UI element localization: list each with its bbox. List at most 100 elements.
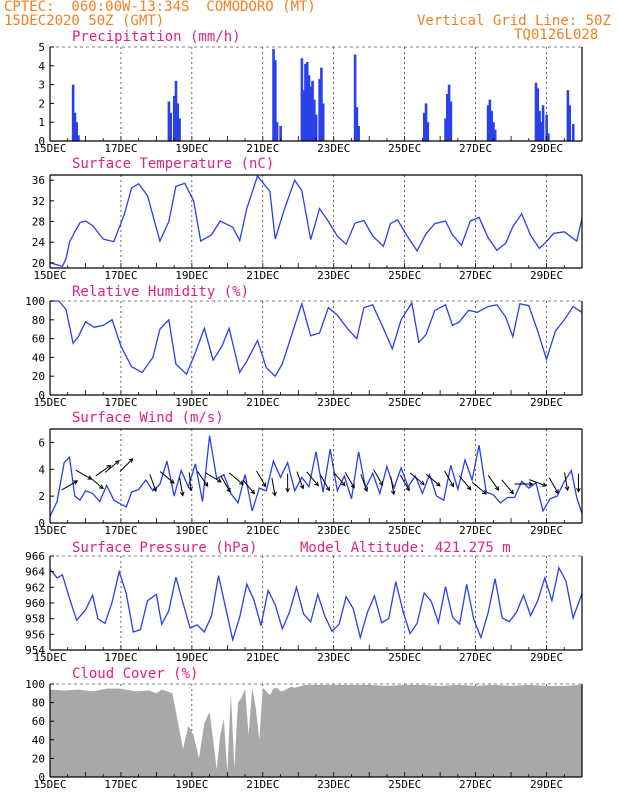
wind-arrow bbox=[487, 475, 499, 491]
xtick-label-rh: 15DEC bbox=[33, 396, 66, 409]
wind-arrow-head bbox=[73, 480, 79, 485]
ytick-label-temp: 24 bbox=[32, 236, 46, 249]
xtick-label-cloud: 29DEC bbox=[530, 778, 563, 791]
precip-bar bbox=[314, 114, 318, 141]
header-title: CPTEC: 060:00W-13:34S COMODORO (MT) bbox=[4, 0, 316, 15]
panel-title-wind: Surface Wind (m/s) bbox=[72, 410, 224, 426]
ytick-label-precip: 4 bbox=[38, 60, 45, 73]
wind-arrow-head bbox=[576, 487, 581, 493]
precip-bar bbox=[486, 105, 490, 141]
xtick-label-temp: 21DEC bbox=[246, 269, 279, 282]
wind-arrow bbox=[548, 477, 559, 494]
precip-bar bbox=[538, 110, 541, 141]
wind-arrow-head bbox=[528, 481, 534, 487]
xtick-label-precip: 21DEC bbox=[246, 142, 279, 155]
wind-arrow bbox=[296, 471, 304, 489]
precip-bar bbox=[176, 103, 180, 141]
wind-arrow-head bbox=[285, 487, 290, 493]
ytick-label-rh: 40 bbox=[32, 351, 45, 364]
xtick-label-wind: 21DEC bbox=[246, 524, 279, 537]
wind-arrow-head bbox=[272, 491, 277, 497]
precip-bar bbox=[424, 103, 428, 141]
wind-arrow bbox=[95, 465, 111, 477]
precip-bar bbox=[174, 80, 178, 141]
xtick-label-wind: 19DEC bbox=[175, 524, 208, 537]
ytick-label-cloud: 0 bbox=[38, 771, 45, 784]
xtick-label-rh: 27DEC bbox=[459, 396, 492, 409]
precip-bar bbox=[492, 122, 495, 141]
ytick-label-wind: 2 bbox=[38, 490, 45, 503]
wind-arrow-head bbox=[554, 489, 559, 495]
ytick-label-temp: 32 bbox=[32, 195, 45, 208]
wind-arrow bbox=[373, 469, 383, 486]
xtick-label-wind: 23DEC bbox=[317, 524, 350, 537]
wind-arrow bbox=[228, 472, 244, 485]
precip-bar bbox=[311, 80, 314, 141]
wind-arrow bbox=[149, 474, 157, 492]
xtick-label-rh: 23DEC bbox=[317, 396, 350, 409]
precip-bar bbox=[571, 124, 575, 141]
xtick-label-cloud: 27DEC bbox=[459, 778, 492, 791]
precip-bar bbox=[490, 110, 493, 141]
precip-bar bbox=[309, 86, 313, 141]
precip-bar bbox=[77, 135, 80, 141]
ytick-label-wind: 6 bbox=[38, 436, 45, 449]
wind-arrow-head bbox=[405, 486, 410, 492]
xtick-label-wind: 27DEC bbox=[459, 524, 492, 537]
ytick-label-cloud: 40 bbox=[32, 734, 45, 747]
precip-bar bbox=[426, 122, 430, 141]
panel-title-precip: Precipitation (mm/h) bbox=[72, 29, 241, 45]
precip-bar bbox=[305, 62, 309, 141]
ytick-label-cloud: 100 bbox=[25, 678, 45, 691]
ytick-label-precip: 3 bbox=[38, 79, 45, 92]
precip-bar bbox=[304, 63, 307, 141]
xtick-label-wind: 29DEC bbox=[530, 524, 563, 537]
precip-bar bbox=[313, 99, 316, 141]
pres-series-line bbox=[49, 565, 583, 643]
wind-arrow-head bbox=[340, 481, 346, 487]
precip-bar bbox=[493, 129, 497, 141]
wind-arrow-head bbox=[449, 482, 455, 488]
precip-bar bbox=[71, 84, 75, 141]
ytick-label-pres: 954 bbox=[25, 644, 45, 657]
precip-bar bbox=[446, 94, 449, 141]
precip-bar bbox=[534, 82, 538, 141]
wind-arrow-head bbox=[250, 489, 256, 495]
wind-arrow bbox=[529, 479, 547, 487]
wind-arrow-head bbox=[106, 464, 112, 470]
wind-arrow-head bbox=[261, 482, 267, 488]
header-date: 15DEC2020 50Z (GMT) bbox=[4, 13, 165, 29]
precip-bar bbox=[300, 58, 304, 141]
xtick-label-wind: 15DEC bbox=[33, 524, 66, 537]
wind-arrow bbox=[61, 480, 78, 491]
wind-arrow-head bbox=[466, 485, 472, 491]
wind-arrow bbox=[332, 471, 346, 486]
ytick-label-precip: 0 bbox=[38, 135, 45, 148]
wind-arrow-head bbox=[378, 481, 384, 487]
xtick-label-pres: 27DEC bbox=[459, 651, 492, 664]
panel-title-pres: Surface Pressure (hPa) bbox=[72, 540, 257, 556]
wind-arrow-head bbox=[226, 487, 231, 493]
xtick-label-rh: 21DEC bbox=[246, 396, 279, 409]
precip-bar bbox=[272, 48, 275, 141]
panel-title-cloud: Cloud Cover (%) bbox=[72, 666, 198, 682]
xtick-label-rh: 19DEC bbox=[175, 396, 208, 409]
wind-arrow bbox=[399, 474, 410, 491]
precip-bar bbox=[536, 88, 540, 141]
precip-bar bbox=[178, 118, 181, 141]
precip-bar bbox=[167, 101, 171, 141]
wind-arrow bbox=[196, 471, 209, 487]
wind-arrow-head bbox=[509, 489, 514, 495]
xtick-label-precip: 29DEC bbox=[530, 142, 563, 155]
wind-arrow bbox=[306, 471, 319, 486]
wind-arrow-head bbox=[179, 491, 185, 497]
wind-arrow bbox=[390, 476, 395, 495]
wind-arrow-head bbox=[564, 486, 570, 492]
xtick-label-precip: 25DEC bbox=[388, 142, 421, 155]
ytick-label-pres: 960 bbox=[25, 597, 45, 610]
wind-arrow bbox=[458, 475, 472, 490]
ytick-label-wind: 0 bbox=[38, 517, 45, 530]
xtick-label-cloud: 19DEC bbox=[175, 778, 208, 791]
precip-bar bbox=[73, 112, 77, 141]
